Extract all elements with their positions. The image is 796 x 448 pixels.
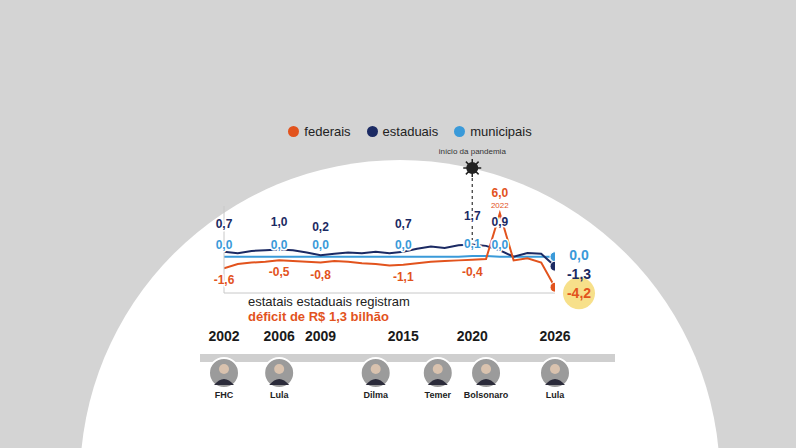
svg-text:2015: 2015 — [388, 328, 419, 344]
svg-text:0,9: 0,9 — [491, 215, 508, 229]
html-text:estatais estaduais registram: estatais estaduais registram — [248, 294, 410, 309]
svg-text:-1,6: -1,6 — [214, 273, 235, 287]
svg-text:-4,2: -4,2 — [567, 285, 591, 301]
html-text:municipais: municipais — [470, 124, 532, 139]
svg-text:0,7: 0,7 — [216, 217, 233, 231]
svg-text:0,0: 0,0 — [569, 247, 589, 263]
html-text:déficit de R$ 1,3 bilhão: déficit de R$ 1,3 bilhão — [248, 309, 389, 324]
svg-text:Bolsonaro: Bolsonaro — [464, 390, 509, 400]
svg-text:0,0: 0,0 — [395, 238, 412, 252]
svg-text:0,0: 0,0 — [271, 238, 288, 252]
svg-text:2002: 2002 — [208, 328, 239, 344]
svg-text:0,1: 0,1 — [464, 237, 481, 251]
svg-text:-0,8: -0,8 — [310, 268, 331, 282]
svg-text:2009: 2009 — [305, 328, 336, 344]
svg-text:FHC: FHC — [215, 390, 234, 400]
svg-text:6,0: 6,0 — [491, 186, 508, 200]
svg-text:Temer: Temer — [425, 390, 452, 400]
html-text:estaduais: estaduais — [382, 124, 439, 139]
svg-text:1,0: 1,0 — [271, 215, 288, 229]
svg-text:-1,1: -1,1 — [393, 270, 414, 284]
svg-text:2020: 2020 — [457, 328, 488, 344]
svg-text:0,0: 0,0 — [216, 238, 233, 252]
svg-text:-0,4: -0,4 — [462, 265, 483, 279]
svg-text:Lula: Lula — [546, 390, 565, 400]
html-text:federais: federais — [304, 124, 351, 139]
svg-text:0,0: 0,0 — [491, 238, 508, 252]
svg-text:2006: 2006 — [264, 328, 295, 344]
svg-text:0,7: 0,7 — [395, 217, 412, 231]
svg-text:0,2: 0,2 — [312, 220, 329, 234]
svg-text:0,0: 0,0 — [312, 238, 329, 252]
svg-text:2022: 2022 — [491, 201, 509, 210]
svg-text:-0,5: -0,5 — [269, 265, 290, 279]
svg-text:início da pandemia: início da pandemia — [439, 147, 507, 156]
svg-text:-1,3: -1,3 — [567, 266, 591, 282]
svg-text:1,7: 1,7 — [464, 209, 481, 223]
svg-text:2026: 2026 — [539, 328, 570, 344]
svg-text:Dilma: Dilma — [363, 390, 389, 400]
svg-text:Lula: Lula — [270, 390, 289, 400]
